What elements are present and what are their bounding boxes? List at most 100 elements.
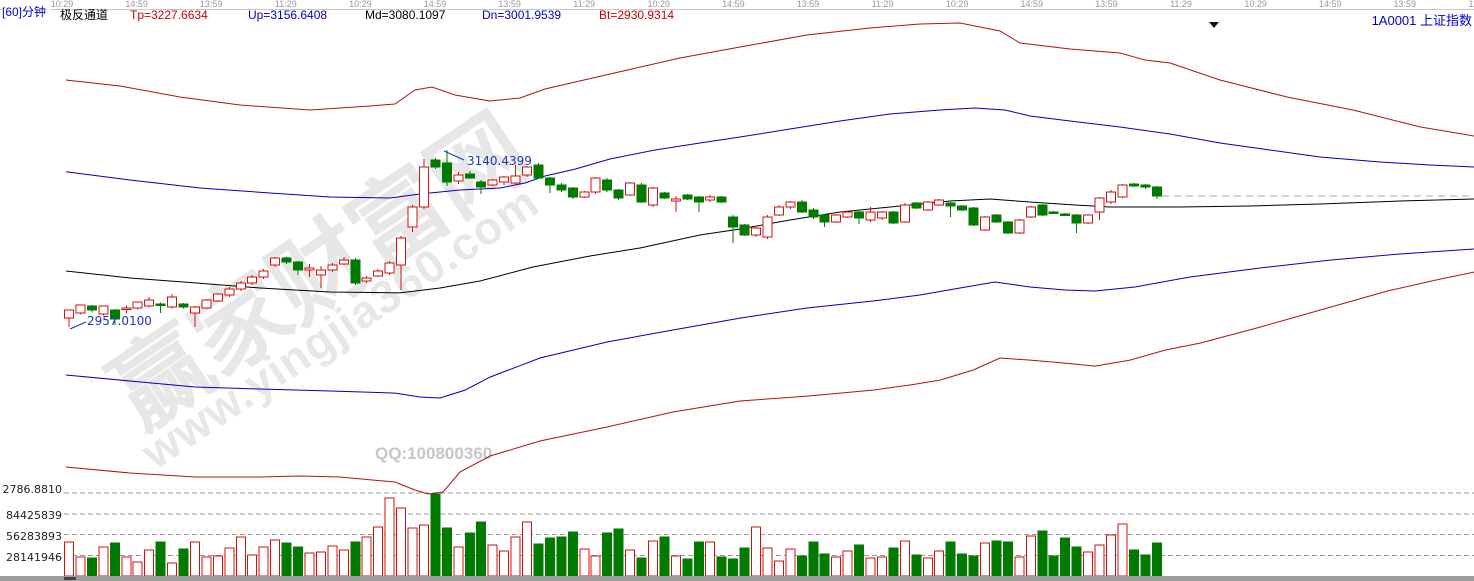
candle <box>819 214 830 223</box>
candle <box>1014 219 1025 234</box>
volume-bar <box>235 536 246 577</box>
volume-bar <box>888 547 899 577</box>
volume-bar <box>796 555 807 577</box>
candle <box>785 201 796 208</box>
symbol-label[interactable]: 1A0001 上证指数 <box>1371 13 1472 28</box>
candle <box>647 187 658 206</box>
scrollbar-thumb[interactable] <box>64 577 76 580</box>
candle <box>293 261 303 271</box>
watermark-qq: QQ:100800360 <box>375 444 493 463</box>
volume-bar <box>361 536 372 577</box>
time-tick-label: 10:29 <box>50 0 74 9</box>
candle <box>1151 186 1162 197</box>
volume-bar <box>682 558 693 577</box>
candle <box>201 299 212 309</box>
time-tick-label: 13:59 <box>1393 0 1417 9</box>
candle <box>911 202 922 209</box>
candle <box>888 211 899 224</box>
candle <box>224 288 235 296</box>
candle <box>1094 197 1105 213</box>
period-label[interactable]: [60]分钟 <box>2 3 51 20</box>
candle <box>934 199 945 206</box>
volume-bar <box>384 497 395 577</box>
volume-bar <box>1083 551 1094 577</box>
candle <box>1083 214 1094 224</box>
candle <box>510 175 521 184</box>
volume-bar <box>121 556 132 577</box>
volume-bar <box>602 532 613 577</box>
time-tick-label: 11:29 <box>1468 0 1474 9</box>
candles-layer <box>64 150 1162 328</box>
volume-bar <box>144 549 155 577</box>
volume-bar <box>476 521 487 577</box>
candle <box>556 184 567 191</box>
volume-bar <box>155 541 166 577</box>
volume-bar <box>556 536 567 577</box>
candle <box>121 307 132 311</box>
candle <box>235 282 246 290</box>
candle <box>212 293 223 302</box>
candle <box>739 224 750 236</box>
price-annotation: 2957.0100 <box>87 314 152 328</box>
volume-bar <box>636 557 647 577</box>
volume-bar <box>315 551 326 577</box>
volume-bar <box>693 541 704 577</box>
candle <box>1060 213 1071 217</box>
volume-bar <box>1025 535 1036 577</box>
volume-bar <box>396 507 407 577</box>
volume-bar <box>1048 555 1059 577</box>
volume-bar <box>579 548 590 577</box>
volume-layer <box>64 493 1162 577</box>
volume-bar <box>270 539 281 577</box>
candle <box>155 303 166 307</box>
volume-bar <box>1128 549 1139 577</box>
volume-bar <box>430 493 441 577</box>
volume-bar <box>1105 534 1116 577</box>
candle <box>86 305 97 311</box>
volume-bar <box>327 545 338 577</box>
volume-bar <box>670 555 681 577</box>
candle <box>991 214 1002 223</box>
candle <box>590 177 601 193</box>
volume-bar <box>544 537 555 577</box>
candle <box>1025 206 1036 218</box>
candle <box>808 209 819 218</box>
candle <box>441 162 452 183</box>
volume-axis-label: 28141946 <box>6 551 62 564</box>
volume-bar <box>510 536 521 577</box>
candle <box>842 211 853 218</box>
indicator-band-lines <box>65 22 1474 495</box>
candle <box>476 181 487 188</box>
candle <box>751 227 761 236</box>
time-tick-label: 11:29 <box>573 0 596 9</box>
volume-bar <box>911 554 922 577</box>
candle <box>453 174 464 182</box>
candle <box>613 189 624 199</box>
candle <box>602 179 613 191</box>
volume-bar <box>739 547 750 577</box>
price-axis-label: 2786.8810 <box>2 483 63 496</box>
candle <box>762 216 773 238</box>
volume-bar <box>922 557 933 577</box>
volume-bar <box>464 532 475 577</box>
volume-axis-label: 84425839 <box>6 509 62 522</box>
candle <box>281 257 292 263</box>
horizontal-scrollbar[interactable] <box>0 576 1474 581</box>
candle <box>189 306 200 314</box>
volume-bar <box>705 541 716 577</box>
candle <box>132 301 143 309</box>
volume-bar <box>865 557 876 577</box>
band-line-Md <box>65 198 1474 294</box>
time-tick-label: 13:59 <box>1095 0 1118 9</box>
volume-bar <box>1140 554 1151 577</box>
chevron-down-icon[interactable] <box>1209 22 1219 28</box>
volume-bar <box>613 528 624 577</box>
candle <box>75 304 86 314</box>
candle <box>396 237 407 266</box>
candle <box>980 216 990 231</box>
price-annotation: 3140.4399 <box>467 154 532 168</box>
candle <box>499 176 510 183</box>
volume-bar <box>418 524 429 577</box>
